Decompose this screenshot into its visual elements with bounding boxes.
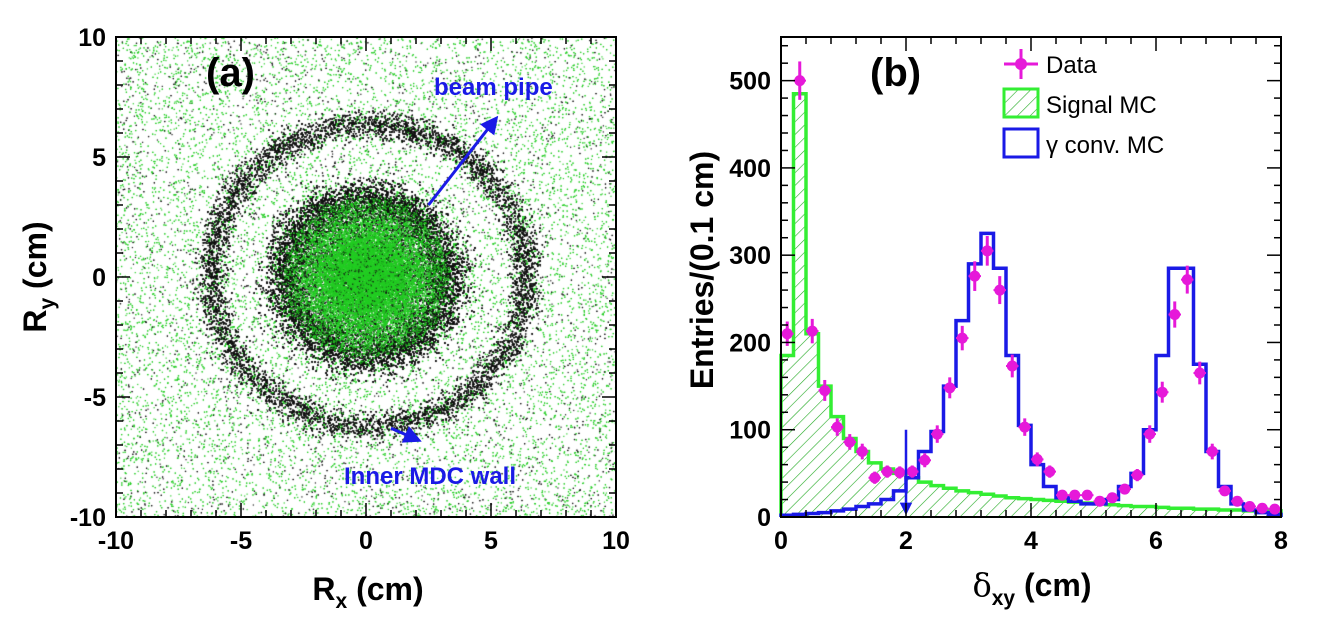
data-point <box>1131 469 1143 481</box>
y-tick-label-a: 5 <box>92 144 106 172</box>
data-point <box>906 466 918 478</box>
legend-gamma-conv-mc-swatch <box>1002 127 1040 159</box>
scatter-points <box>116 37 616 517</box>
y-tick-label-b: 200 <box>729 329 771 357</box>
annotation-arrow <box>390 426 422 443</box>
data-point <box>1169 309 1181 321</box>
y-tick-label-b: 500 <box>729 68 771 96</box>
data-point <box>894 466 906 478</box>
data-point <box>1044 466 1056 478</box>
scatter-canvas <box>116 37 616 517</box>
data-point <box>844 436 856 448</box>
data-point <box>1256 502 1268 514</box>
data-point <box>1094 495 1106 507</box>
x-tick-label-b: 8 <box>1274 527 1288 555</box>
data-point <box>969 270 981 282</box>
y-tick-label-a: 0 <box>92 264 106 292</box>
y-axis-title-a: Ry (cm) <box>17 221 59 332</box>
data-point <box>1244 501 1256 513</box>
data-point <box>1031 453 1043 465</box>
legend-data-dot <box>1015 58 1027 70</box>
y-tick-label-a: -10 <box>70 504 106 532</box>
annotation-arrow <box>427 115 499 206</box>
signal-mc-outline <box>779 91 1283 517</box>
data-point <box>1181 274 1193 286</box>
y-tick-label-b: 300 <box>729 242 771 270</box>
data-point <box>1269 503 1281 515</box>
x-tick-label-b: 4 <box>1024 527 1038 555</box>
data-point <box>994 284 1006 296</box>
data-point <box>1144 428 1156 440</box>
x-tick-label-a: 5 <box>484 527 498 555</box>
annotation-beam-pipe: beam pipe <box>434 74 553 101</box>
data-point <box>831 421 843 433</box>
legend-label: Data <box>1046 52 1097 79</box>
data-point <box>981 245 993 257</box>
x-tick-label-a: 0 <box>359 527 373 555</box>
data-point <box>931 428 943 440</box>
data-point <box>1056 489 1068 501</box>
x-tick-label-b: 6 <box>1149 527 1163 555</box>
legend-label: Signal MC <box>1046 92 1157 119</box>
data-point <box>1156 386 1168 398</box>
annotation-inner-mdc-wall: Inner MDC wall <box>344 463 516 490</box>
data-point <box>1106 492 1118 504</box>
x-tick-label-a: 10 <box>602 527 630 555</box>
legend-label: γ conv. MC <box>1046 132 1164 159</box>
x-tick-label-a: -10 <box>98 527 134 555</box>
panel-b-histogram: 0 2 4 6 8 0 100 200 300 400 500 δxy (cm) Entries/(0.… <box>684 36 1288 610</box>
y-tick-label-b: 0 <box>757 504 771 532</box>
data-point <box>1194 367 1206 379</box>
data-point <box>819 384 831 396</box>
panel-label-b: (b) <box>870 51 921 95</box>
data-point <box>1219 485 1231 497</box>
y-tick-label-b: 100 <box>729 417 771 445</box>
data-point <box>781 328 793 340</box>
data-point <box>1119 483 1131 495</box>
data-point <box>794 75 806 87</box>
data-point <box>956 332 968 344</box>
data-point <box>856 446 868 458</box>
x-axis-title-b: δxy (cm) <box>972 566 1091 610</box>
signal-mc-fill <box>781 93 1281 518</box>
data-point <box>1006 360 1018 372</box>
data-point <box>1231 495 1243 507</box>
x-tick-label-b: 2 <box>899 527 913 555</box>
data-point <box>806 325 818 337</box>
data-point <box>1069 489 1081 501</box>
x-axis-title-a: Rx (cm) <box>312 571 423 613</box>
data-point <box>944 382 956 394</box>
y-tick-label-a: -5 <box>84 384 106 412</box>
y-tick-label-a: 10 <box>78 24 106 52</box>
data-point <box>881 466 893 478</box>
data-point <box>1081 489 1093 501</box>
x-tick-label-b: 0 <box>774 527 788 555</box>
legend-signal-mc-swatch <box>1002 87 1040 119</box>
data-point <box>1019 421 1031 433</box>
x-tick-label-a: -5 <box>230 527 252 555</box>
y-tick-label-b: 400 <box>729 155 771 183</box>
data-point <box>919 454 931 466</box>
data-point <box>1206 446 1218 458</box>
panel-a-scatter: -10 -5 0 5 10 -10 -5 0 5 10 Rx (cm) Ry (cm) (a) beam … <box>17 24 630 613</box>
y-axis-title-b: Entries/(0.1 cm) <box>684 151 720 389</box>
panel-label-a: (a) <box>206 51 255 95</box>
data-point <box>869 472 881 484</box>
